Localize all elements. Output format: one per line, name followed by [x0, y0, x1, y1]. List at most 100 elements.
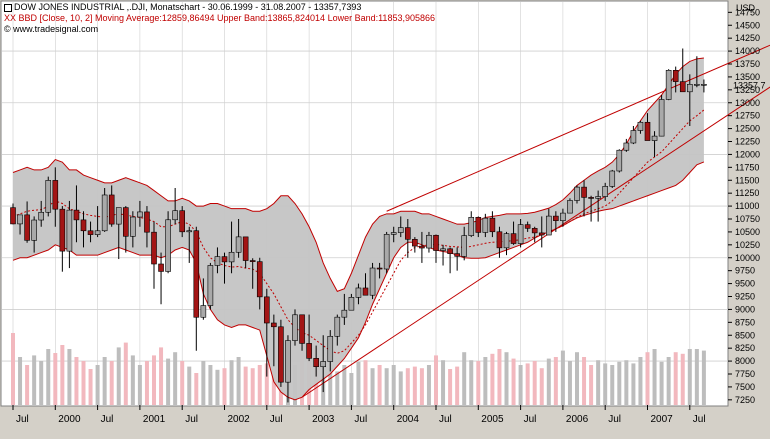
volume-bar: [469, 360, 474, 405]
candle-body: [376, 267, 383, 270]
x-tick-label: Jul: [524, 414, 537, 425]
volume-bar: [582, 357, 587, 405]
candle-body: [412, 239, 418, 247]
candle-body: [524, 224, 531, 229]
volume-bar: [617, 361, 622, 405]
volume-bar: [166, 358, 171, 405]
candle-body: [144, 211, 150, 233]
candle-body: [630, 130, 637, 144]
candle-body: [87, 230, 94, 235]
candle-body: [108, 194, 115, 225]
y-tick-label: 12750: [735, 111, 760, 121]
volume-bar: [116, 347, 121, 405]
volume-bar: [532, 361, 537, 405]
volume-bar: [441, 360, 446, 405]
volume-bar: [434, 355, 438, 405]
copyright-text: © www.tradesignal.com: [4, 24, 99, 34]
y-tick-label: 10250: [735, 240, 760, 250]
volume-bar: [370, 368, 375, 405]
x-tick-label: 2006: [566, 414, 589, 425]
volume-bar: [152, 355, 156, 405]
candle-body: [694, 84, 700, 86]
candle-body: [574, 186, 580, 201]
y-tick-label: 8000: [735, 356, 755, 366]
candle-body: [531, 228, 538, 234]
candle-body: [658, 99, 665, 137]
volume-bar: [448, 369, 453, 405]
candle-body: [447, 248, 453, 254]
volume-bar: [271, 369, 276, 405]
candle-body: [397, 227, 404, 233]
candle-body: [334, 316, 341, 337]
candle-body: [179, 210, 185, 233]
x-tick-label: Jul: [101, 414, 114, 425]
candle-body: [313, 358, 319, 368]
volume-bar: [391, 365, 396, 405]
volume-bar: [589, 365, 594, 405]
x-tick-label: Jul: [354, 414, 367, 425]
x-tick-label: 2001: [143, 414, 166, 425]
candle-body: [553, 215, 559, 221]
trendline: [386, 44, 770, 212]
last-value-label: 13357,7: [733, 80, 766, 90]
candle-body: [66, 209, 73, 252]
volume-bar: [455, 366, 460, 405]
volume-bar: [504, 352, 509, 405]
volume-bar: [497, 349, 502, 405]
volume-bar: [328, 368, 333, 405]
candle-body: [672, 70, 679, 82]
y-tick-label: 11000: [735, 201, 759, 211]
candle-body: [123, 207, 129, 237]
candle-body: [327, 335, 334, 362]
x-tick-label: 2003: [312, 414, 335, 425]
y-tick-label: 14000: [735, 46, 760, 56]
volume-bar: [187, 366, 192, 405]
candle-body: [101, 194, 108, 232]
candle-body: [440, 248, 446, 251]
y-tick-label: 7250: [735, 395, 755, 405]
volume-bar: [539, 368, 544, 405]
volume-bar: [645, 352, 650, 405]
volume-bar: [194, 373, 199, 405]
candle-body: [52, 180, 59, 210]
volume-bar: [596, 360, 601, 405]
volume-bar: [46, 349, 51, 405]
candle-body: [588, 197, 594, 199]
volume-bar: [109, 361, 114, 405]
candle-body: [454, 253, 460, 257]
candle-body: [207, 265, 214, 306]
y-tick-label: 14750: [735, 7, 760, 17]
x-tick-label: 2004: [397, 414, 420, 425]
volume-bar: [123, 342, 128, 405]
y-tick-label: 11750: [735, 162, 759, 172]
volume-bar: [342, 365, 347, 405]
volume-bar: [173, 352, 178, 405]
candle-body: [383, 234, 390, 270]
candle-body: [489, 217, 496, 233]
volume-bar: [426, 365, 431, 405]
volume-bar: [222, 368, 227, 405]
volume-bar: [398, 371, 403, 405]
volume-bar: [652, 349, 657, 405]
volume-bar: [483, 357, 488, 405]
volume-bar: [88, 369, 93, 405]
candle-body: [285, 340, 291, 383]
volume-bar: [201, 361, 206, 405]
candle-body: [560, 212, 566, 221]
y-tick-label: 9000: [735, 304, 755, 314]
volume-bar: [67, 349, 72, 405]
volume-bar: [180, 361, 185, 405]
y-tick-label: 9500: [735, 279, 755, 289]
volume-bar: [518, 365, 523, 405]
volume-bar: [666, 357, 671, 405]
candle-body: [419, 245, 425, 249]
volume-bar: [553, 357, 558, 405]
candle-body: [623, 142, 630, 151]
candle-body: [228, 251, 235, 263]
x-tick-label: 2005: [481, 414, 504, 425]
candle-body: [369, 267, 376, 296]
volume-bar: [159, 347, 164, 405]
volume-bar: [18, 357, 23, 405]
candle-body: [165, 219, 171, 272]
candle-body: [390, 232, 397, 235]
